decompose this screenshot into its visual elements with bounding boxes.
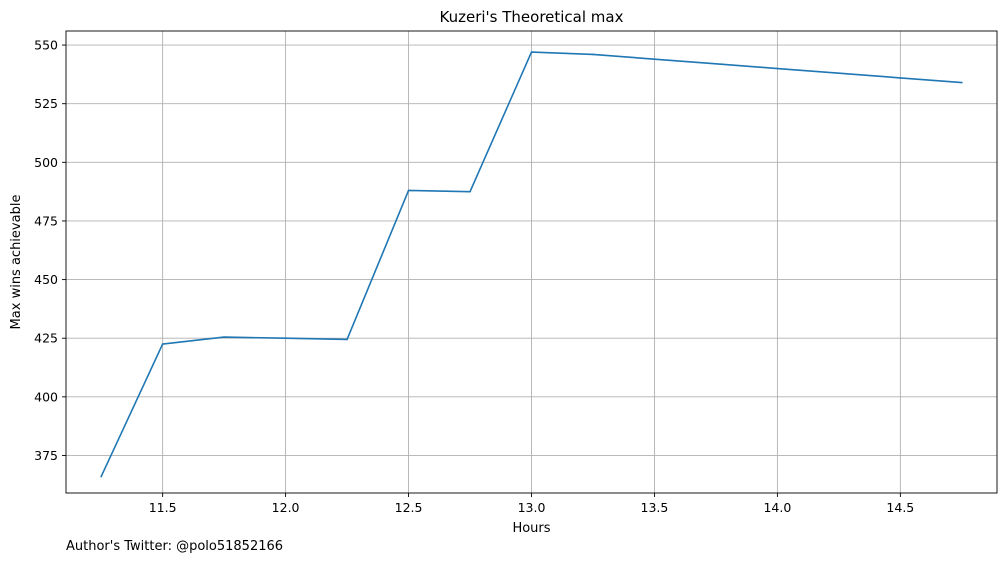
data-point xyxy=(469,191,471,193)
data-point xyxy=(162,343,164,345)
grid xyxy=(66,31,997,493)
data-point xyxy=(100,476,102,478)
x-tick-label: 14.5 xyxy=(886,500,914,515)
y-tick-label: 425 xyxy=(34,331,58,346)
data-point xyxy=(715,63,717,65)
x-tick-label: 13.5 xyxy=(641,500,669,515)
data-point xyxy=(408,190,410,192)
data-point xyxy=(285,337,287,339)
data-point xyxy=(346,339,348,341)
y-tick-label: 375 xyxy=(34,448,58,463)
data-point xyxy=(223,336,225,338)
y-tick-label: 400 xyxy=(34,389,58,404)
y-tick-label: 550 xyxy=(34,38,58,53)
data-point xyxy=(961,82,963,84)
data-point xyxy=(900,77,902,79)
data-point xyxy=(531,51,533,53)
author-twitter-footer: Author's Twitter: @polo51852166 xyxy=(66,539,283,554)
y-tick-label: 450 xyxy=(34,272,58,287)
x-axis-label: Hours xyxy=(512,521,550,536)
y-tick-label: 525 xyxy=(34,96,58,111)
data-point xyxy=(654,58,656,60)
data-point xyxy=(592,54,594,56)
x-tick-label: 13.0 xyxy=(518,500,546,515)
y-axis-label: Max wins achievable xyxy=(9,195,24,330)
x-tick-label: 12.5 xyxy=(395,500,423,515)
chart-title: Kuzeri's Theoretical max xyxy=(440,8,624,26)
x-tick-label: 12.0 xyxy=(272,500,300,515)
x-tick-label: 11.5 xyxy=(149,500,177,515)
data-point xyxy=(838,72,840,74)
y-tick-label: 500 xyxy=(34,155,58,170)
y-axis-ticks: 375 400 425 450 475 500 525 550 xyxy=(34,38,66,463)
data-point xyxy=(777,68,779,70)
x-axis-ticks: 11.5 12.0 12.5 13.0 13.5 14.0 14.5 xyxy=(149,493,915,515)
x-tick-label: 14.0 xyxy=(763,500,791,515)
y-tick-label: 475 xyxy=(34,213,58,228)
